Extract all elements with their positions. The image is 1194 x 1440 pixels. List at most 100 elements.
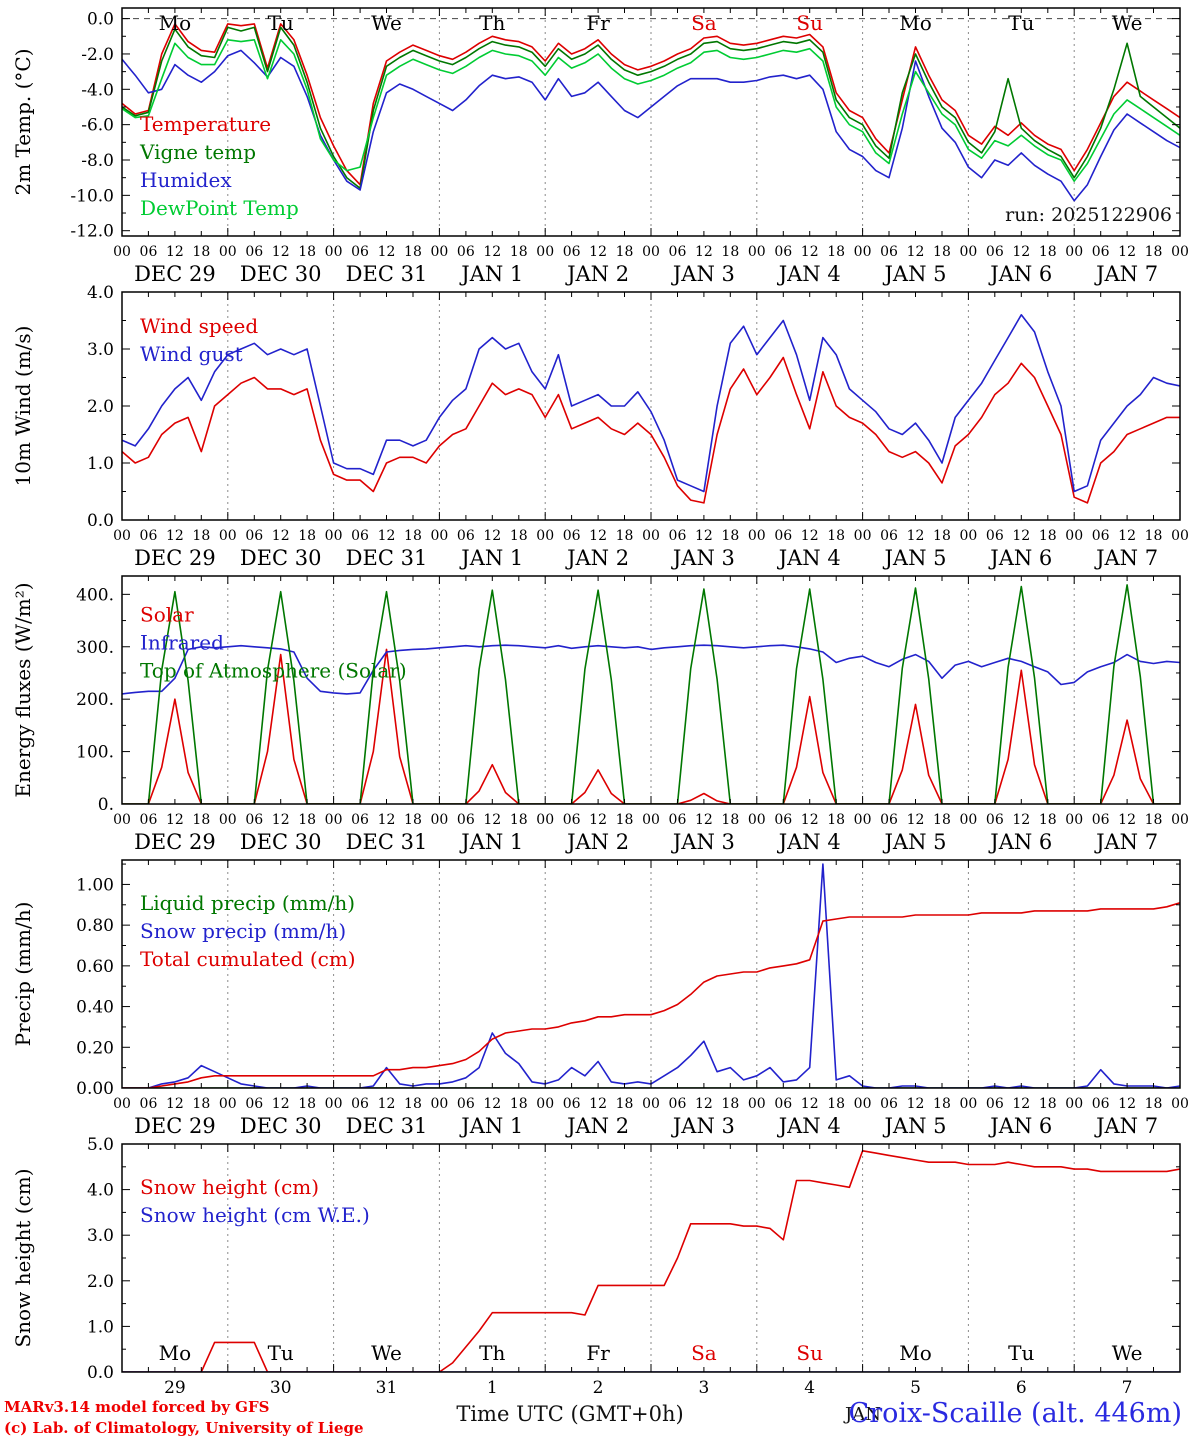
y-tick-label: 200.	[76, 690, 114, 710]
legend-energy-1: Infrared	[140, 631, 224, 655]
y-tick-label: -8.0	[81, 151, 114, 171]
day-label: DEC 29	[134, 1114, 216, 1138]
day-label: JAN 1	[459, 830, 523, 854]
hour-tick-label: 18	[1145, 1096, 1163, 1112]
hour-tick-label: 06	[245, 1096, 263, 1112]
day-label: JAN 2	[565, 830, 629, 854]
series-humidex	[122, 49, 1180, 202]
legend-temperature-0: Temperature	[140, 112, 271, 136]
y-tick-label: 3.0	[87, 1226, 114, 1246]
day-label: JAN 4	[777, 546, 841, 570]
hour-tick-label: 12	[272, 1096, 290, 1112]
weekday-label: Mo	[159, 1341, 192, 1365]
day-label: JAN 2	[565, 1114, 629, 1138]
hour-tick-label: 00	[748, 244, 766, 260]
day-number-label: 29	[164, 1378, 186, 1398]
day-label: JAN 1	[459, 1114, 523, 1138]
hour-tick-label: 18	[1145, 244, 1163, 260]
hour-tick-label: 12	[166, 812, 184, 828]
hour-tick-label: 18	[192, 1096, 210, 1112]
hour-tick-label: 12	[378, 244, 396, 260]
hour-tick-label: 18	[933, 244, 951, 260]
y-axis-title-precip: Precip (mm/h)	[11, 902, 35, 1047]
hour-tick-label: 06	[774, 528, 792, 544]
y-tick-label: 2.0	[87, 1272, 114, 1292]
legend-precip-2: Total cumulated (cm)	[140, 947, 356, 971]
hour-tick-label: 00	[325, 528, 343, 544]
hour-tick-label: 18	[192, 528, 210, 544]
hour-tick-label: 00	[1171, 244, 1189, 260]
hour-tick-label: 06	[986, 528, 1004, 544]
series-wind-speed	[122, 356, 1180, 504]
hour-tick-label: 06	[245, 244, 263, 260]
y-tick-label: 100.	[76, 743, 114, 763]
day-label: JAN 4	[777, 1114, 841, 1138]
hour-tick-label: 18	[298, 812, 316, 828]
hour-tick-label: 00	[219, 812, 237, 828]
day-label: JAN 7	[1094, 262, 1158, 286]
day-label: JAN 5	[883, 546, 947, 570]
day-label: JAN 1	[459, 262, 523, 286]
model-credit-line1: MARv3.14 model forced by GFS	[4, 1398, 270, 1416]
day-label: JAN 3	[671, 830, 735, 854]
hour-tick-label: 18	[510, 244, 528, 260]
hour-tick-label: 12	[695, 812, 713, 828]
weekday-label: We	[1112, 1341, 1143, 1365]
hour-tick-label: 06	[880, 812, 898, 828]
day-number-label: 3	[698, 1378, 709, 1398]
y-tick-label: -4.0	[81, 80, 114, 100]
day-label: JAN 5	[883, 1114, 947, 1138]
panel-snow: 0.0 1.0 2.0 3.0 4.0 5.0 29 30 31 1 2 3 4 5 6 7 Mo Tu We Th F…	[11, 1135, 1181, 1398]
hour-tick-label: 00	[430, 1096, 448, 1112]
weekday-label: Th	[479, 11, 505, 35]
hour-tick-label: 00	[959, 244, 977, 260]
hour-tick-label: 12	[801, 1096, 819, 1112]
hour-tick-label: 12	[801, 244, 819, 260]
hour-tick-label: 12	[801, 812, 819, 828]
day-number-label: 5	[910, 1378, 921, 1398]
legend-precip-1: Snow precip (mm/h)	[140, 919, 346, 943]
day-label: DEC 29	[134, 262, 216, 286]
hour-tick-label: 12	[272, 528, 290, 544]
hour-tick-label: 00	[430, 528, 448, 544]
legend-precip-0: Liquid precip (mm/h)	[140, 891, 355, 915]
hour-tick-label: 12	[483, 244, 501, 260]
hour-tick-label: 06	[774, 244, 792, 260]
weekday-label: Sa	[691, 11, 717, 35]
hour-tick-label: 18	[616, 244, 634, 260]
hour-tick-label: 18	[1039, 1096, 1057, 1112]
series-wind-gust	[122, 314, 1180, 493]
hour-tick-label: 18	[933, 1096, 951, 1112]
hour-tick-label: 12	[589, 244, 607, 260]
hour-tick-label: 00	[1065, 812, 1083, 828]
hour-tick-label: 00	[959, 1096, 977, 1112]
hour-tick-label: 00	[1065, 1096, 1083, 1112]
hour-tick-label: 00	[325, 1096, 343, 1112]
weekday-label: Mo	[899, 11, 932, 35]
model-credit-line2: (c) Lab. of Climatology, University of L…	[4, 1419, 364, 1437]
hour-tick-label: 12	[1118, 244, 1136, 260]
weekday-label: Mo	[899, 1341, 932, 1365]
day-label: JAN 6	[988, 262, 1052, 286]
hour-tick-label: 06	[669, 244, 687, 260]
hour-tick-label: 12	[166, 244, 184, 260]
hour-tick-label: 06	[669, 812, 687, 828]
hour-tick-label: 18	[933, 528, 951, 544]
hour-tick-label: 00	[1065, 528, 1083, 544]
hour-tick-label: 06	[457, 244, 475, 260]
hour-tick-label: 18	[404, 244, 422, 260]
y-tick-label: 0.80	[76, 916, 114, 936]
day-number-label: 1	[487, 1378, 498, 1398]
series-dewpoint-temp	[122, 39, 1180, 182]
hour-tick-label: 18	[827, 528, 845, 544]
weekday-label: We	[1112, 11, 1143, 35]
hour-tick-label: 12	[378, 528, 396, 544]
hour-tick-label: 12	[907, 812, 925, 828]
hour-tick-label: 12	[1118, 1096, 1136, 1112]
weekday-label: Tu	[268, 1341, 294, 1365]
legend-wind-0: Wind speed	[140, 314, 258, 338]
series-vigne-temp	[122, 26, 1180, 190]
y-tick-label: 4.0	[87, 283, 114, 303]
day-label: JAN 4	[777, 830, 841, 854]
